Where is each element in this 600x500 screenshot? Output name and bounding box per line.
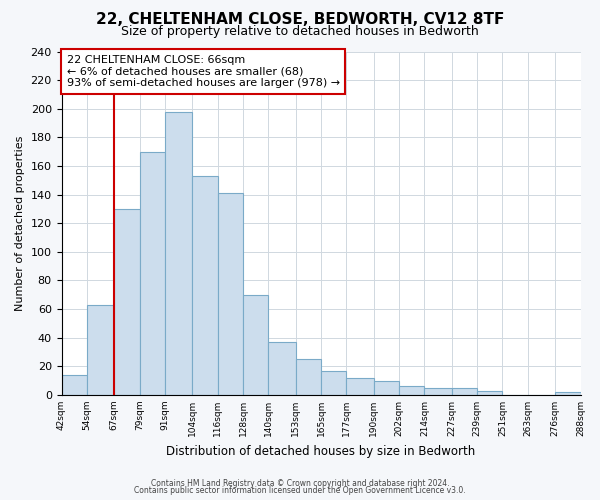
Bar bbox=[268, 342, 296, 395]
Text: 22 CHELTENHAM CLOSE: 66sqm
← 6% of detached houses are smaller (68)
93% of semi-: 22 CHELTENHAM CLOSE: 66sqm ← 6% of detac… bbox=[67, 55, 340, 88]
Bar bbox=[218, 193, 243, 395]
Bar bbox=[243, 295, 268, 395]
Bar bbox=[452, 388, 477, 395]
Bar bbox=[62, 375, 87, 395]
Text: Size of property relative to detached houses in Bedworth: Size of property relative to detached ho… bbox=[121, 25, 479, 38]
Bar bbox=[374, 380, 399, 395]
Bar bbox=[193, 176, 218, 395]
Text: 22, CHELTENHAM CLOSE, BEDWORTH, CV12 8TF: 22, CHELTENHAM CLOSE, BEDWORTH, CV12 8TF bbox=[96, 12, 504, 28]
Bar bbox=[114, 209, 140, 395]
X-axis label: Distribution of detached houses by size in Bedworth: Distribution of detached houses by size … bbox=[166, 444, 476, 458]
Bar bbox=[165, 112, 193, 395]
Bar bbox=[296, 359, 321, 395]
Bar bbox=[346, 378, 374, 395]
Bar bbox=[140, 152, 165, 395]
Bar bbox=[87, 305, 114, 395]
Bar bbox=[424, 388, 452, 395]
Bar bbox=[399, 386, 424, 395]
Bar bbox=[477, 390, 502, 395]
Y-axis label: Number of detached properties: Number of detached properties bbox=[15, 136, 25, 311]
Text: Contains HM Land Registry data © Crown copyright and database right 2024.: Contains HM Land Registry data © Crown c… bbox=[151, 478, 449, 488]
Bar bbox=[555, 392, 581, 395]
Bar bbox=[321, 370, 346, 395]
Text: Contains public sector information licensed under the Open Government Licence v3: Contains public sector information licen… bbox=[134, 486, 466, 495]
